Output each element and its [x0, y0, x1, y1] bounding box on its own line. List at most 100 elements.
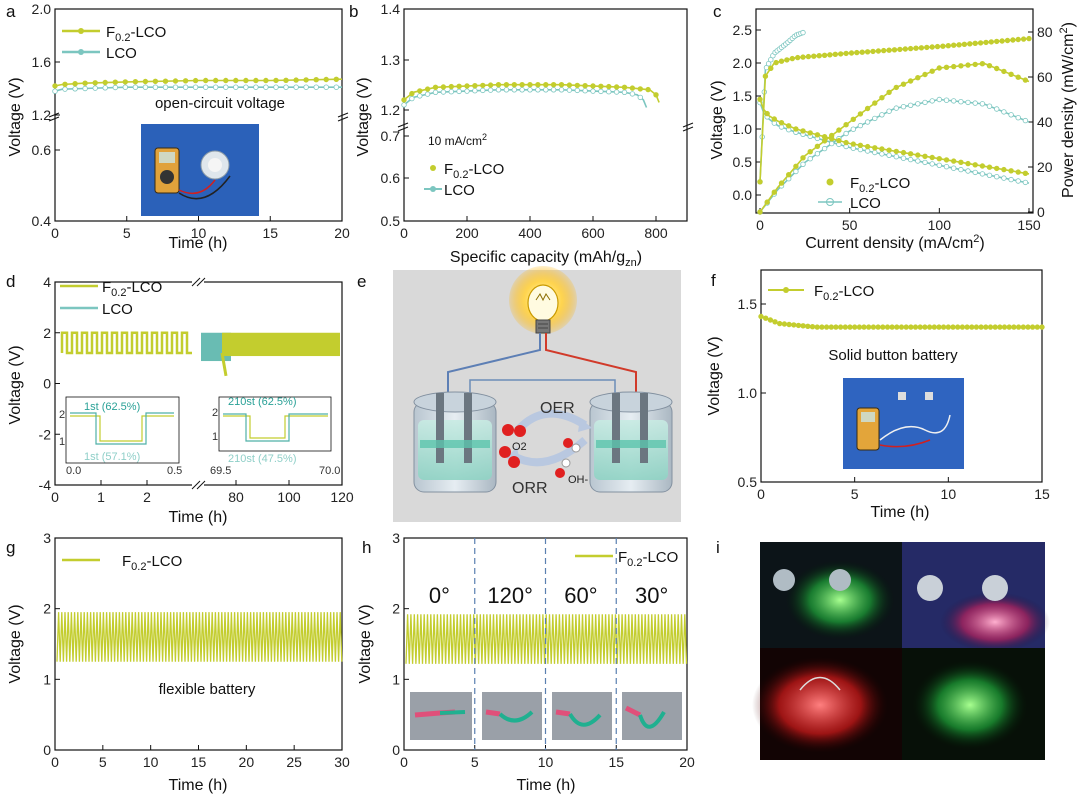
f02-voltage-point	[1001, 166, 1007, 173]
f02-point	[809, 324, 816, 330]
f02-power-point	[1008, 71, 1014, 77]
lco-voltage-point	[1022, 179, 1029, 186]
f02-point	[495, 81, 502, 88]
f02-point	[791, 322, 797, 328]
f02-point	[940, 324, 947, 330]
f02-power-point	[965, 62, 971, 68]
lco-point	[62, 86, 68, 92]
ytick-label: 1.3	[381, 52, 401, 68]
panel-d-inset-1: 1st (62.5%) 1st (57.1%) 0.0 0.5 2 1	[59, 396, 182, 477]
f02-charge-point	[832, 51, 838, 57]
f02-point	[880, 324, 886, 330]
f02-point	[828, 324, 834, 330]
panel-f-xlabel: Time (h)	[871, 504, 930, 521]
lco-voltage-point	[936, 162, 942, 168]
f02-point	[409, 90, 415, 97]
lco-point	[52, 88, 58, 94]
panel-label-d: d	[6, 272, 15, 291]
xtick-label: 25	[286, 754, 302, 770]
xtick-label: 20	[679, 754, 695, 770]
f02-point	[903, 324, 909, 330]
f02-charge-point	[881, 47, 887, 54]
f02-point	[92, 80, 98, 86]
legend-f02-h: F0.2-LCO	[618, 549, 678, 569]
f02-point	[997, 324, 1003, 330]
inset-1-xmax: 0.5	[167, 465, 182, 477]
lco-point	[409, 95, 415, 102]
ytick-label: 1.5	[733, 88, 753, 104]
panel-h-angles: 0° 120° 60° 30°	[429, 583, 668, 608]
panel-label-i: i	[716, 538, 720, 557]
lco-power-point	[864, 119, 871, 125]
f02-power-point	[979, 61, 986, 67]
legend-f02-a: F0.2-LCO	[106, 24, 166, 44]
panel-label-e: e	[357, 272, 366, 291]
xtick-label: 0	[51, 754, 59, 770]
wire-red	[545, 333, 637, 395]
lco-point	[82, 85, 88, 92]
f02-charge-point	[929, 44, 935, 50]
ytick-label: 2	[392, 601, 400, 617]
ytick-label: 0.0	[733, 187, 753, 203]
f02-voltage-point	[907, 151, 914, 157]
f02-power-point	[915, 74, 921, 81]
panel-h-series	[405, 614, 688, 664]
lco-point	[480, 87, 486, 94]
f02-point	[192, 77, 199, 84]
lco-voltage-point	[872, 149, 878, 156]
xtick-label: 15	[608, 754, 624, 770]
xtick-label: 10	[538, 754, 554, 770]
f02-point	[456, 83, 462, 89]
lco-power-point	[1022, 117, 1029, 124]
f02-charge-point	[967, 41, 973, 47]
panel-f-ylabel: Voltage (V)	[706, 336, 723, 415]
f02-point	[805, 323, 811, 329]
f02-power-point	[864, 105, 871, 112]
lco-line	[54, 86, 342, 92]
f02-point	[535, 81, 541, 88]
f02-voltage-point	[807, 130, 813, 136]
inset-2-label-bottom: 210st (47.5%)	[228, 453, 296, 465]
f02-power-point	[872, 100, 878, 106]
f02-point	[72, 80, 78, 87]
panel-g-series	[56, 612, 343, 662]
f02-point	[795, 322, 802, 329]
f02-point	[283, 77, 289, 83]
f02-power-point	[943, 64, 950, 70]
f02-voltage-point	[757, 96, 763, 102]
f02-voltage-point	[764, 110, 770, 117]
f02-voltage-point	[900, 149, 907, 156]
lco-point	[432, 89, 439, 95]
f02-charge-point	[983, 39, 989, 46]
f02-power-point	[879, 94, 885, 101]
lco-point	[464, 88, 470, 94]
lco-charge-point	[768, 57, 774, 63]
panel-label-a: a	[6, 2, 16, 21]
f02-charge-point	[924, 44, 930, 51]
f02-charge-point	[805, 53, 812, 60]
lco-point	[162, 84, 169, 90]
f02-charge-point	[945, 43, 951, 49]
f02-voltage-point	[1008, 168, 1014, 174]
lco-power-point	[814, 150, 821, 157]
xtick-label: 5	[471, 754, 479, 770]
f02-charge-point	[859, 49, 865, 55]
f02-voltage-point	[836, 137, 842, 144]
panel-g-legend: F0.2-LCO	[62, 553, 182, 573]
f02-point	[112, 79, 118, 85]
panel-h-photos	[410, 692, 682, 740]
f02-point	[856, 324, 863, 330]
panel-f-xticks: 0 5 10 15	[757, 477, 1050, 502]
inset-2-label-top: 210st (62.5%)	[228, 396, 296, 408]
f02-point	[1039, 324, 1045, 330]
ytick-label: 3	[392, 530, 400, 546]
f02-power-point	[771, 189, 777, 195]
label-orr: ORR	[512, 480, 548, 497]
lco-point	[172, 84, 179, 90]
lco-power-point	[1001, 109, 1007, 115]
f02-point	[243, 77, 249, 84]
panel-a-ylabel: Voltage (V)	[7, 77, 24, 156]
lco-point	[550, 87, 557, 93]
panel-f: f 0.51.01.5 0 5 10 15 Time (h) Voltage (V) …	[706, 269, 1050, 521]
lco-point	[472, 87, 478, 94]
